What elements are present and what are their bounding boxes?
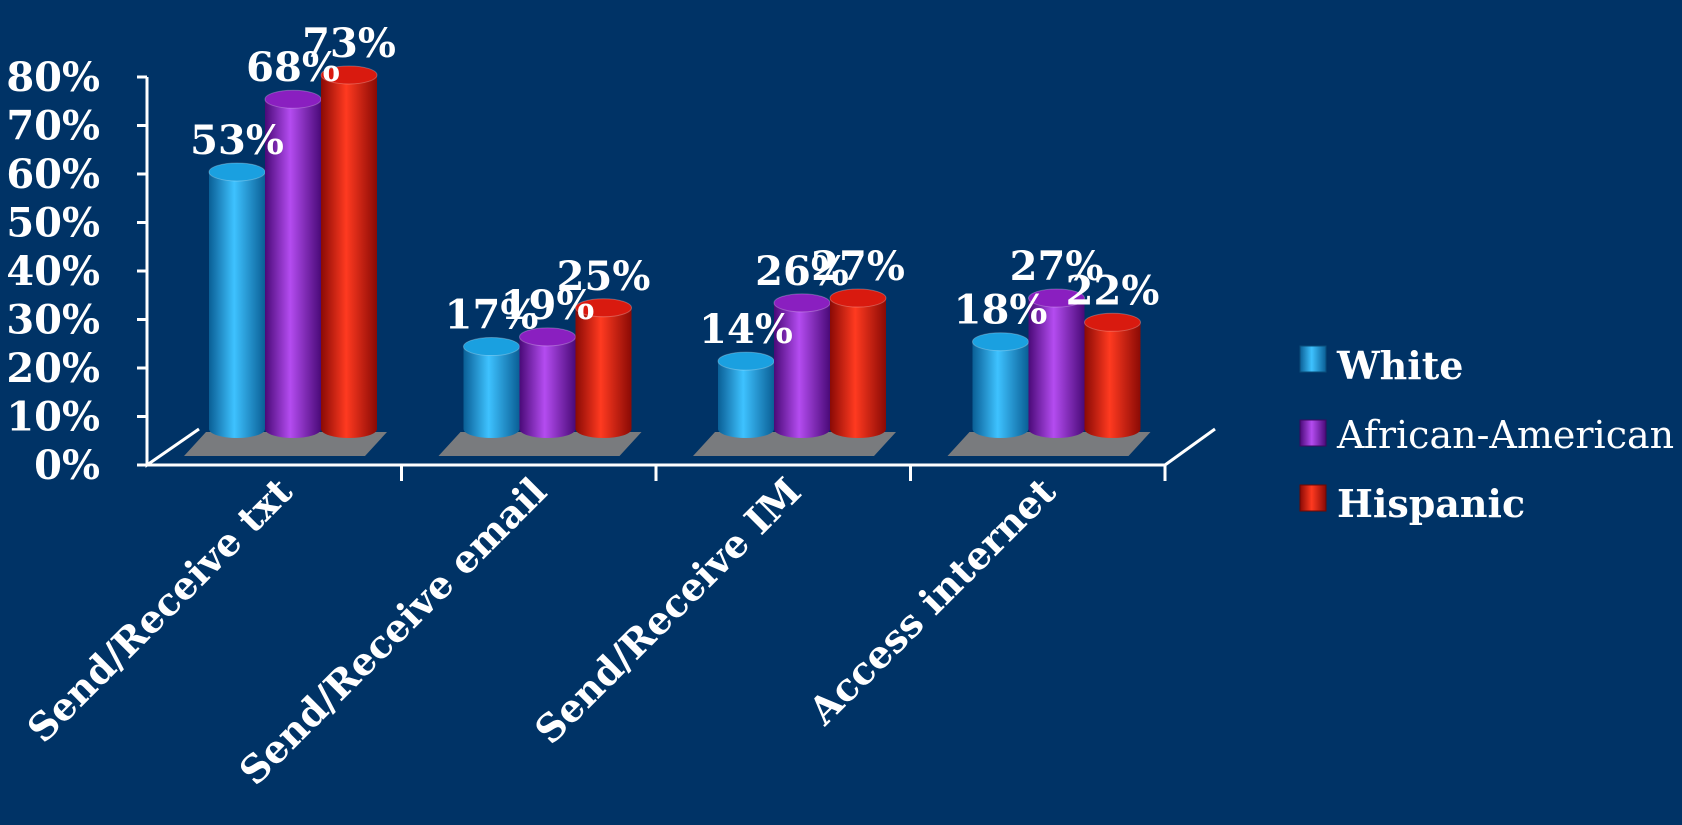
y-tick-label: 0% bbox=[34, 442, 100, 489]
data-label-hispanic-send-receive-im: 27% bbox=[811, 243, 905, 290]
x-category-label-access-internet: Access internet bbox=[799, 468, 1065, 734]
x-axis-right-edge bbox=[1164, 427, 1216, 467]
data-label-african-american-send-receive-txt: 68% bbox=[246, 44, 340, 91]
y-tick-label: 20% bbox=[6, 345, 100, 392]
bar-hispanic-access-internet bbox=[1084, 312, 1141, 438]
bar-white-send-receive-im bbox=[717, 351, 775, 438]
legend-label-hispanic: Hispanic bbox=[1337, 481, 1525, 526]
bar-hispanic-send-receive-txt bbox=[320, 65, 378, 438]
legend-item-white: White bbox=[1299, 343, 1463, 388]
floor-send-receive-email bbox=[438, 432, 642, 456]
x-category-label-send-receive-txt: Send/Receive txt bbox=[18, 468, 301, 751]
y-tick-label: 60% bbox=[6, 151, 100, 198]
y-tick-label: 70% bbox=[6, 103, 100, 150]
y-tick-label: 80% bbox=[6, 54, 100, 101]
y-tick-label: 10% bbox=[6, 394, 100, 441]
legend-swatch-hispanic bbox=[1299, 484, 1327, 512]
bar-hispanic-send-receive-email bbox=[575, 298, 632, 438]
data-label-african-american-access-internet: 27% bbox=[1010, 243, 1104, 290]
bar-hispanic-send-receive-im bbox=[829, 288, 887, 438]
data-label-white-send-receive-im: 14% bbox=[699, 306, 793, 353]
y-tick-label: 30% bbox=[6, 297, 100, 344]
bar-white-send-receive-email bbox=[463, 337, 520, 438]
y-tick-label: 40% bbox=[6, 248, 100, 295]
bar-african-american-send-receive-txt bbox=[264, 89, 322, 438]
bar-african-american-send-receive-email bbox=[519, 327, 576, 438]
data-label-white-send-receive-txt: 53% bbox=[190, 117, 284, 164]
legend-label-white: White bbox=[1336, 343, 1463, 388]
legend-swatch-white bbox=[1299, 345, 1327, 373]
data-label-african-american-send-receive-email: 19% bbox=[501, 282, 595, 329]
data-label-white-send-receive-email: 17% bbox=[445, 292, 539, 339]
data-label-hispanic-send-receive-email: 25% bbox=[557, 253, 651, 300]
y-tick-label: 50% bbox=[6, 200, 100, 247]
x-category-label-send-receive-im: Send/Receive IM bbox=[526, 469, 810, 753]
data-label-african-american-send-receive-im: 26% bbox=[755, 248, 849, 295]
legend: White African-American Hispanic bbox=[1299, 343, 1674, 526]
floor-send-receive-txt bbox=[184, 432, 387, 456]
bar-white-access-internet bbox=[972, 332, 1029, 438]
legend-label-african-american: African-American bbox=[1336, 413, 1674, 457]
bar-african-american-access-internet bbox=[1028, 288, 1085, 438]
floor-access-internet bbox=[947, 432, 1151, 456]
data-label-hispanic-access-internet: 22% bbox=[1066, 267, 1160, 314]
bar-african-american-send-receive-im bbox=[773, 293, 831, 438]
legend-item-hispanic: Hispanic bbox=[1299, 481, 1525, 526]
floor-send-receive-im bbox=[693, 432, 896, 456]
legend-swatch-african-american bbox=[1299, 419, 1327, 447]
data-label-hispanic-send-receive-txt: 73% bbox=[302, 20, 396, 67]
data-label-white-access-internet: 18% bbox=[954, 287, 1048, 334]
legend-item-african-american: African-American bbox=[1299, 413, 1674, 457]
bar-white-send-receive-txt bbox=[208, 162, 266, 438]
